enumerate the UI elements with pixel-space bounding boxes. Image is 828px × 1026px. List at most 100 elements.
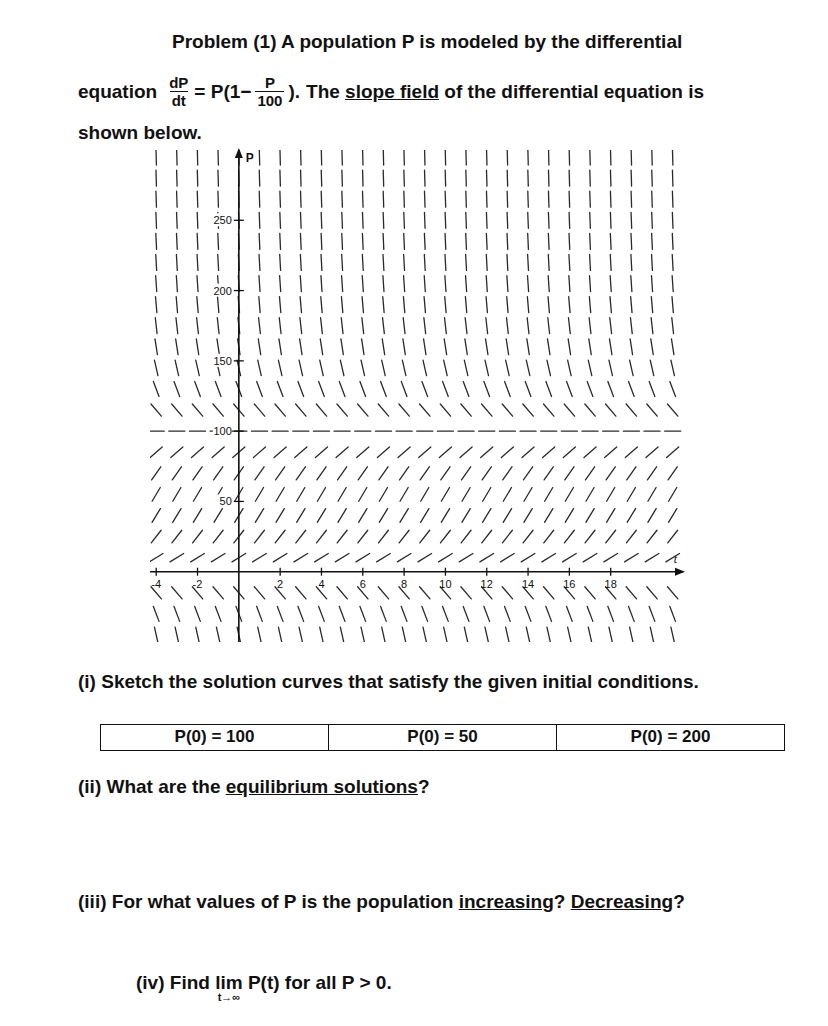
slope-segment <box>610 254 612 270</box>
slope-segment <box>502 587 512 599</box>
slope-segment <box>402 627 406 642</box>
slope-segment <box>466 276 467 292</box>
slope-segment <box>173 509 181 523</box>
slope-segment <box>172 467 181 480</box>
slope-segment <box>463 381 469 396</box>
slope-segment <box>169 430 185 431</box>
slope-segment <box>420 530 430 543</box>
slope-segment <box>672 297 673 313</box>
slope-segment <box>341 233 343 249</box>
slope-segment <box>486 233 488 249</box>
slope-segment <box>321 318 323 334</box>
slope-segment <box>399 530 409 543</box>
slope-segment <box>217 254 219 270</box>
slope-segment <box>527 254 529 270</box>
slope-segment <box>603 430 619 431</box>
slope-segment <box>627 467 636 480</box>
slope-segment <box>630 318 632 334</box>
slope-segment <box>403 318 405 334</box>
slope-segment <box>382 627 386 642</box>
slope-segment <box>341 297 342 313</box>
slope-segment <box>627 488 635 502</box>
slope-segment <box>379 530 389 543</box>
question: (iii) For what values of P is the popula… <box>78 890 685 914</box>
x-tick-label: 16 <box>563 578 575 590</box>
slope-segment <box>651 191 653 207</box>
slope-segment <box>630 212 632 228</box>
text: slope field <box>345 81 439 102</box>
slope-segment <box>362 150 364 165</box>
slope-segment <box>254 404 264 416</box>
slope-segment <box>568 627 572 642</box>
slope-segment <box>176 339 178 355</box>
slope-segment <box>668 509 676 523</box>
slope-segment <box>483 488 491 502</box>
slope-segment <box>625 447 637 457</box>
x-tick <box>486 568 487 576</box>
slope-segment <box>341 318 343 334</box>
slope-segment <box>608 606 614 621</box>
slope-segment <box>630 150 632 165</box>
slope-segment <box>150 553 163 561</box>
slope-segment <box>197 212 199 228</box>
slope-segment <box>507 276 508 292</box>
slope-segment <box>585 467 594 480</box>
slope-segment <box>501 447 513 457</box>
equation-line: equationdPdt= P(1−P100).The slope field … <box>78 74 704 109</box>
slope-segment <box>607 509 615 523</box>
slope-segment <box>193 467 202 480</box>
slope-segment <box>398 447 410 457</box>
slope-segment <box>521 553 535 561</box>
slope-segment <box>582 430 598 431</box>
slope-segment <box>460 447 472 457</box>
slope-segment <box>483 509 491 523</box>
slope-segment <box>362 318 364 334</box>
slope-segment <box>424 191 426 207</box>
slope-segment <box>259 150 261 165</box>
slope-segment <box>502 404 512 416</box>
slope-segment <box>275 404 285 416</box>
slope-segment <box>382 254 384 270</box>
slope-segment <box>335 553 349 561</box>
slope-segment <box>461 587 471 599</box>
slope-segment <box>501 553 515 561</box>
slope-segment <box>646 447 658 457</box>
slope-segment <box>400 488 408 502</box>
slope-segment <box>362 212 364 228</box>
slope-segment <box>379 509 387 523</box>
slope-segment <box>362 276 363 292</box>
slope-segment <box>548 318 550 334</box>
slope-segment <box>342 276 343 292</box>
slope-segment <box>629 381 635 396</box>
slope-segment <box>382 339 384 355</box>
slope-segment <box>481 447 493 457</box>
slope-segment <box>155 318 157 334</box>
x-tick-label: 18 <box>605 578 617 590</box>
slope-segment <box>216 627 220 642</box>
slope-segment <box>320 360 324 376</box>
slope-segment <box>507 150 509 165</box>
slope-segment <box>383 297 384 313</box>
slope-segment <box>647 530 657 543</box>
slope-segment <box>315 447 327 457</box>
slope-segment <box>569 297 570 313</box>
slope-segment <box>295 447 307 457</box>
slope-segment <box>667 587 677 599</box>
slope-segment <box>507 170 509 186</box>
slope-segment <box>276 488 284 502</box>
slope-segment <box>444 627 448 642</box>
slope-segment <box>193 509 201 523</box>
slope-segment <box>419 447 431 457</box>
text: P(t) for all P > 0. <box>243 971 392 995</box>
slope-segment <box>523 404 533 416</box>
x-tick-label: 6 <box>360 578 366 590</box>
slope-segment <box>403 339 405 355</box>
slope-segment <box>360 606 366 621</box>
slope-segment <box>152 467 161 480</box>
slope-segment <box>155 233 157 249</box>
slope-segment <box>527 233 529 249</box>
slope-segment <box>630 191 632 207</box>
slope-segment <box>651 150 653 165</box>
slope-segment <box>197 170 199 186</box>
slope-segment <box>424 339 426 355</box>
